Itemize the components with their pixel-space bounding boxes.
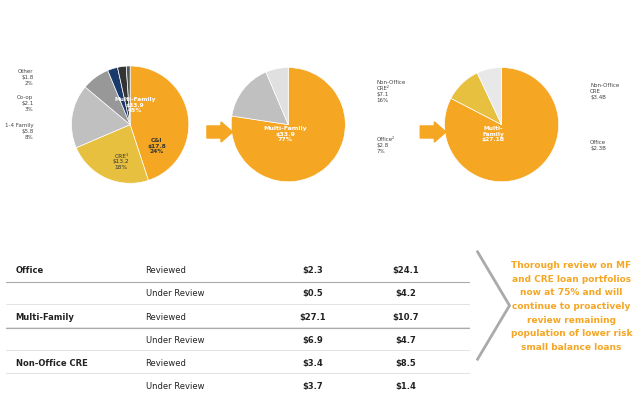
Text: Reviewed: Reviewed bbox=[146, 358, 186, 367]
Wedge shape bbox=[451, 74, 502, 125]
Text: Multi-Family
$33.9
45%: Multi-Family $33.9 45% bbox=[114, 97, 156, 113]
Text: $4.2: $4.2 bbox=[395, 289, 416, 298]
Text: Total Loans HFI:
$74.6 Billion: Total Loans HFI: $74.6 Billion bbox=[66, 13, 147, 33]
Text: $3.7: $3.7 bbox=[302, 381, 323, 390]
Wedge shape bbox=[118, 67, 130, 125]
Text: $10.7: $10.7 bbox=[392, 312, 419, 321]
Text: $4.7: $4.7 bbox=[395, 335, 416, 344]
Text: $24.1: $24.1 bbox=[392, 266, 419, 275]
Text: CRE¹
$13.2
18%: CRE¹ $13.2 18% bbox=[113, 153, 130, 170]
Wedge shape bbox=[76, 125, 148, 184]
Wedge shape bbox=[477, 68, 502, 125]
Text: Under Review: Under Review bbox=[146, 289, 204, 298]
Wedge shape bbox=[445, 68, 559, 182]
Text: $6.9: $6.9 bbox=[302, 335, 323, 344]
Text: Average UPB
($M): Average UPB ($M) bbox=[378, 237, 433, 257]
Text: Under Review: Under Review bbox=[146, 381, 204, 390]
Wedge shape bbox=[266, 68, 288, 125]
Wedge shape bbox=[231, 68, 346, 182]
Text: $8.5: $8.5 bbox=[395, 358, 416, 367]
Text: Reviewed: Reviewed bbox=[146, 312, 186, 321]
Wedge shape bbox=[85, 71, 130, 125]
Text: Multi-Family and CRE:
$43.9 Billion (UPB): Multi-Family and CRE: $43.9 Billion (UPB… bbox=[264, 13, 376, 33]
Text: Thorough review on MF
and CRE loan portfolios
now at 75% and will
continue to pr: Thorough review on MF and CRE loan portf… bbox=[511, 261, 632, 351]
Text: Overview of In-Depth Loan Review Process: Overview of In-Depth Loan Review Process bbox=[120, 220, 356, 230]
Text: $27.1: $27.1 bbox=[300, 312, 326, 321]
Text: $1.4: $1.4 bbox=[395, 381, 416, 390]
Text: Other
$1.8
2%: Other $1.8 2% bbox=[18, 69, 33, 85]
Text: Multi-
Family
$27.1B: Multi- Family $27.1B bbox=[481, 126, 504, 142]
Wedge shape bbox=[130, 67, 189, 181]
Text: Non-Office CRE: Non-Office CRE bbox=[15, 358, 88, 367]
Text: $3.4: $3.4 bbox=[302, 358, 323, 367]
Text: Non-Office
CRE
$3.4B: Non-Office CRE $3.4B bbox=[590, 83, 620, 99]
Text: Reviewed: Reviewed bbox=[146, 266, 186, 275]
Wedge shape bbox=[72, 88, 130, 148]
Wedge shape bbox=[126, 67, 130, 125]
Text: C&I
$17.8
24%: C&I $17.8 24% bbox=[147, 138, 166, 154]
Text: Multi-Family: Multi-Family bbox=[15, 312, 74, 321]
Text: Non-Office
CRE²
$7.1
16%: Non-Office CRE² $7.1 16% bbox=[377, 80, 406, 102]
Wedge shape bbox=[108, 68, 130, 125]
Text: In-Depth MF and CRE Review:
$32.8 Billion UPB or 75% Reviewed: In-Depth MF and CRE Review: $32.8 Billio… bbox=[444, 13, 622, 33]
Text: 1-4 Family
$5.8
8%: 1-4 Family $5.8 8% bbox=[4, 123, 33, 140]
Text: Multi-Family
$33.9
77%: Multi-Family $33.9 77% bbox=[264, 126, 307, 142]
Text: $2.3: $2.3 bbox=[302, 266, 323, 275]
Text: Under Review: Under Review bbox=[146, 335, 204, 344]
Text: UPB
($B): UPB ($B) bbox=[303, 237, 322, 257]
Text: $0.5: $0.5 bbox=[302, 289, 323, 298]
Text: Office
$2.3B: Office $2.3B bbox=[590, 140, 606, 151]
Text: Office²
$2.8
7%: Office² $2.8 7% bbox=[377, 137, 395, 154]
Text: Co-op
$2.1
3%: Co-op $2.1 3% bbox=[17, 95, 33, 111]
Text: Office: Office bbox=[15, 266, 44, 275]
Wedge shape bbox=[232, 73, 288, 125]
